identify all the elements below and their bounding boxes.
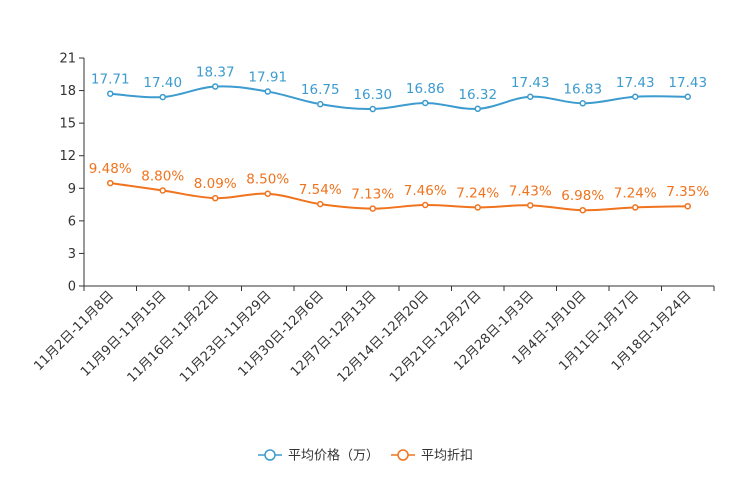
data-point [684,202,691,210]
x-tick-label: 12月21日-12月27日 [387,288,484,385]
y-tick-label: 12 [59,149,76,164]
data-point [527,93,534,101]
data-label: 7.35% [666,184,709,200]
data-label: 16.75 [301,82,340,98]
data-label: 7.54% [299,182,342,198]
data-point [264,190,271,197]
data-label: 17.40 [143,75,182,91]
data-label: 16.83 [563,81,602,97]
data-label: 16.32 [458,87,497,103]
series-line [110,182,688,212]
data-point [632,93,639,101]
legend-item-1[interactable]: 平均价格（万） [258,448,379,464]
data-point [159,93,166,101]
data-point [579,206,586,214]
data-label: 16.86 [406,81,445,97]
y-tick-label: 21 [59,52,76,67]
data-label: 9.48% [89,161,132,177]
x-tick-label: 11月23日-11月29日 [177,288,274,385]
data-label: 16.30 [353,87,392,103]
data-point [422,99,429,107]
data-point [212,83,219,90]
data-point [107,179,114,187]
data-label: 17.43 [668,75,707,91]
data-label: 7.43% [509,183,552,199]
data-point [159,187,166,194]
y-tick-label: 0 [68,280,76,295]
data-point [212,194,219,202]
data-label: 6.98% [561,188,604,204]
data-label: 18.37 [196,65,235,81]
data-label: 17.43 [616,75,655,91]
data-point [474,105,481,113]
legend-marker [397,449,409,461]
legend-label: 平均折扣 [421,449,473,464]
data-point [369,105,376,113]
data-label: 8.80% [141,168,184,184]
legend-label: 平均价格（万） [288,448,379,464]
y-tick-label: 6 [68,214,76,229]
data-point [579,100,586,107]
legend[interactable]: 平均价格（万） 平均折扣 [258,448,473,464]
series-2: 9.48% 8.80% 8.09% 8.50% 7.54% 7.13% 7.46% 7.24%… [89,161,709,214]
data-label: 7.24% [614,185,657,201]
series-layer: 17.71 17.40 18.37 17.91 16.75 16.30 16.86 16.32… [89,65,709,214]
data-label: 17.91 [248,70,287,86]
legend-marker [264,449,276,461]
data-point [317,200,324,208]
data-point [684,93,691,101]
data-point [369,205,376,212]
data-point [632,204,639,211]
data-point [527,202,534,209]
x-tick-label: 11月16日-11月22日 [125,288,222,385]
y-tick-label: 15 [59,117,76,132]
data-label: 7.24% [456,185,499,201]
data-label: 8.09% [194,176,237,192]
data-label: 7.13% [351,187,394,203]
data-point [107,90,114,97]
y-tick-label: 3 [68,247,76,262]
data-label: 17.43 [511,75,550,91]
data-label: 7.46% [404,183,447,199]
legend-item-2[interactable]: 平均折扣 [391,449,473,464]
data-point [317,100,324,108]
data-label: 17.71 [91,72,130,88]
data-point [264,88,271,95]
y-tick-label: 18 [59,84,76,99]
data-label: 8.50% [246,172,289,188]
data-point [474,204,481,211]
series-line [110,85,688,111]
data-point [422,201,429,209]
x-tick-label: 12月14日-12月20日 [335,288,432,385]
series-1: 17.71 17.40 18.37 17.91 16.75 16.30 16.86 16.32… [91,65,707,113]
y-tick-label: 9 [68,182,76,197]
